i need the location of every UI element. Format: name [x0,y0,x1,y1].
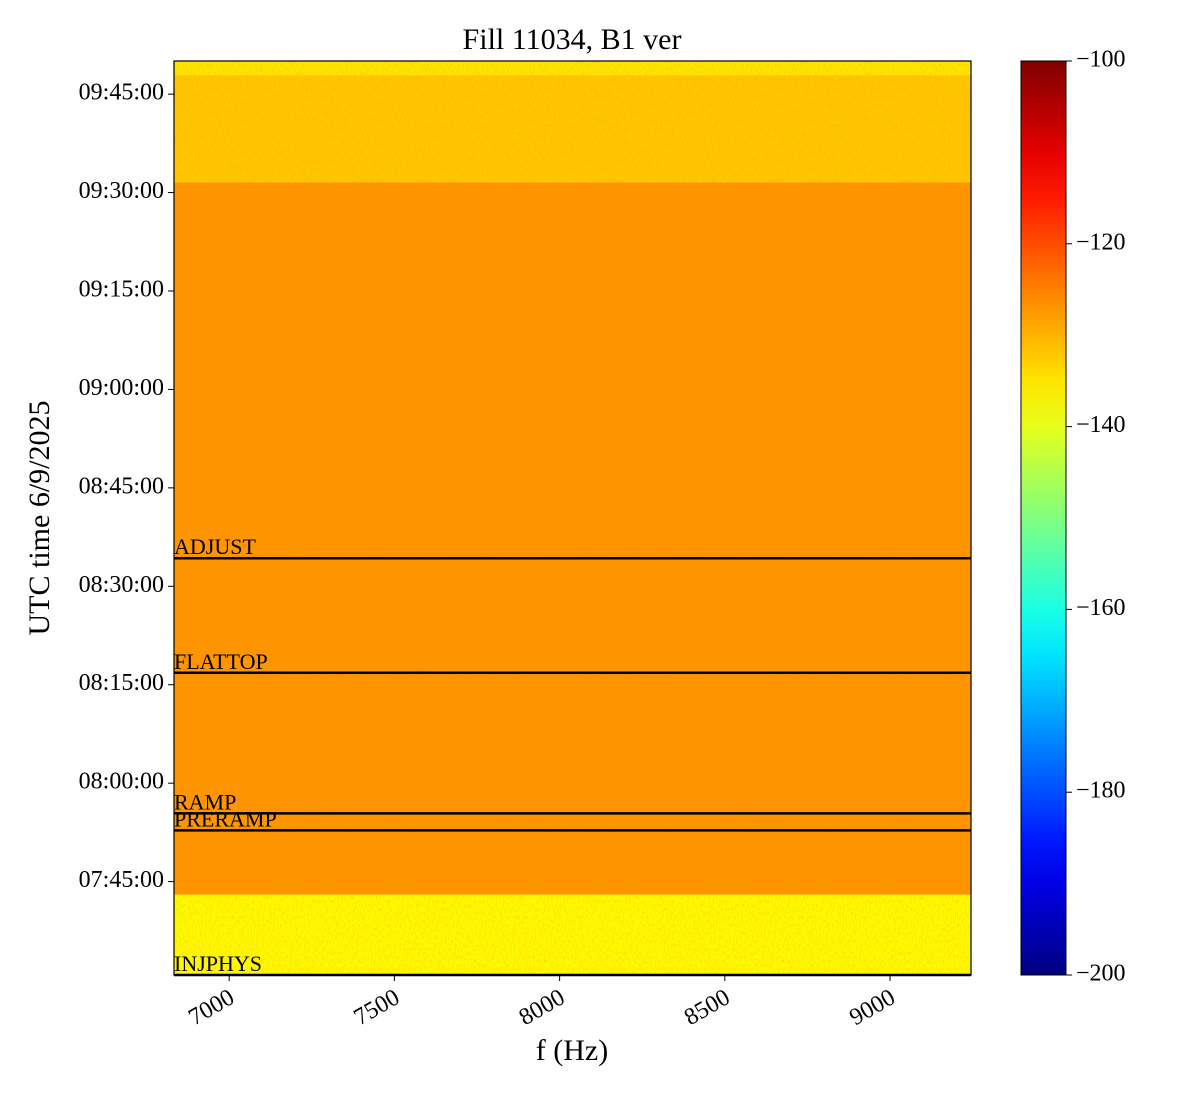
y-tick-label: 08:45:00 [79,473,164,499]
y-tick-label: 08:30:00 [79,572,164,598]
y-tick-label: 09:15:00 [79,277,164,303]
phase-label: RAMP [174,789,236,814]
y-tick-label: 09:00:00 [79,375,164,401]
colorbar-tick-label: −140 [1076,412,1126,438]
colorbar [1020,60,1067,976]
phase-label: ADJUST [174,534,256,559]
y-tick-label: 08:15:00 [79,670,164,696]
colorbar-tick-label: −200 [1076,961,1126,987]
chart-title: Fill 11034, B1 ver [463,23,682,56]
colorbar-tick-label: −120 [1076,229,1126,255]
colorbar-tick-label: −160 [1076,595,1126,621]
phase-label: FLATTOP [174,649,268,674]
y-tick-label: 09:45:00 [79,80,164,106]
y-tick-label: 07:45:00 [79,867,164,893]
x-tick-label: 7500 [350,984,405,1031]
y-tick-label: 08:00:00 [79,769,164,795]
colorbar-tick-label: −100 [1076,47,1126,73]
x-tick-label: 9000 [845,984,900,1031]
colorbar-tick-label: −180 [1076,778,1126,804]
x-tick-label: 8000 [515,984,570,1031]
x-tick-label: 7000 [184,984,239,1031]
phase-label: INJPHYS [174,951,262,976]
x-tick-label: 8500 [680,984,735,1031]
noise-texture [174,61,971,975]
y-axis-label: UTC time 6/9/2025 [23,401,56,636]
y-tick-label: 09:30:00 [79,178,164,204]
phase-label: PRERAMP [174,806,277,831]
x-axis-label: f (Hz) [536,1034,608,1067]
